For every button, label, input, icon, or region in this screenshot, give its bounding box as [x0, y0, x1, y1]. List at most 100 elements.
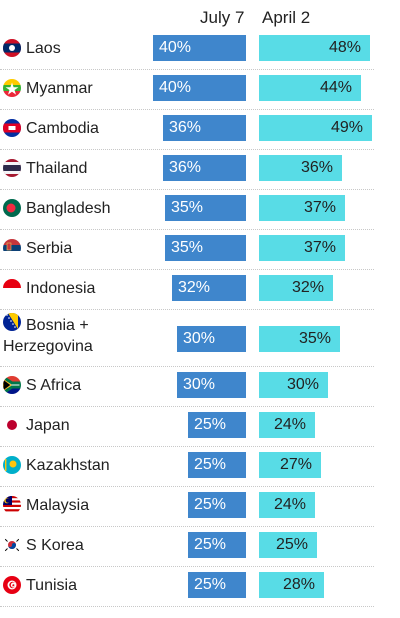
thailand-flag-icon	[3, 159, 21, 177]
malaysia-flag-icon	[3, 496, 21, 514]
bar-april-2	[259, 35, 370, 61]
data-label-april-2: 35%	[299, 330, 332, 347]
data-label-april-2: 48%	[329, 39, 362, 56]
bar-july-7	[163, 155, 246, 181]
data-label-april-2: 28%	[283, 576, 316, 593]
bar-april-2	[259, 326, 340, 352]
category-label: Japan	[26, 417, 70, 434]
south-africa-flag-icon	[3, 376, 21, 394]
bar-april-2	[259, 492, 315, 518]
data-label-april-2: 49%	[331, 119, 364, 136]
data-label-july-7: 25%	[194, 416, 227, 433]
data-label-july-7: 36%	[169, 159, 202, 176]
bar-july-7	[188, 572, 246, 598]
row-divider	[0, 69, 374, 70]
data-label-july-7: 25%	[194, 576, 227, 593]
data-label-july-7: 40%	[159, 39, 192, 56]
bar-april-2	[259, 115, 372, 141]
bar-april-2	[259, 572, 324, 598]
serbia-flag-icon	[3, 239, 21, 257]
category-label: Myanmar	[26, 80, 93, 97]
cambodia-flag-icon	[3, 119, 21, 137]
bar-april-2	[259, 75, 361, 101]
bar-row: Thailand 36% 36%	[0, 150, 400, 190]
data-label-april-2: 32%	[292, 279, 325, 296]
data-label-april-2: 36%	[301, 159, 334, 176]
bar-july-7	[153, 75, 246, 101]
indonesia-flag-icon	[3, 279, 21, 297]
category-label: S Korea	[26, 537, 84, 554]
bar-row: S Korea 25% 25%	[0, 527, 400, 567]
category-label: S Africa	[26, 377, 82, 394]
category-label: Kazakhstan	[26, 457, 110, 474]
header-april-2: April 2	[262, 8, 311, 27]
row-divider	[0, 366, 374, 367]
bar-row: Indonesia 32% 32%	[0, 270, 400, 310]
data-label-april-2: 37%	[304, 239, 337, 256]
bar-july-7	[177, 326, 246, 352]
bar-april-2	[259, 532, 317, 558]
bar-july-7	[165, 195, 246, 221]
bar-row: Kazakhstan 25% 27%	[0, 447, 400, 487]
bar-row: S Africa 30% 30%	[0, 367, 400, 407]
bar-row: Myanmar 40% 44%	[0, 70, 400, 110]
bar-row: Bangladesh 35% 37%	[0, 190, 400, 230]
category-label: Tunisia	[26, 577, 77, 594]
bar-april-2	[259, 452, 321, 478]
bar-april-2	[259, 275, 333, 301]
tunisia-flag-icon	[3, 576, 21, 594]
row-divider	[0, 309, 374, 310]
bar-july-7	[165, 235, 246, 261]
category-label: Bangladesh	[26, 200, 111, 217]
data-label-july-7: 40%	[159, 79, 192, 96]
bar-april-2	[259, 412, 315, 438]
bar-july-7	[188, 412, 246, 438]
data-label-april-2: 24%	[274, 416, 307, 433]
row-divider	[0, 566, 374, 567]
kazakhstan-flag-icon	[3, 456, 21, 474]
bar-july-7	[188, 492, 246, 518]
bar-row: Bosnia + Herzegovina 30% 35%	[0, 310, 400, 367]
data-label-july-7: 36%	[169, 119, 202, 136]
data-label-july-7: 25%	[194, 456, 227, 473]
bar-july-7	[163, 115, 246, 141]
data-label-april-2: 44%	[320, 79, 353, 96]
category-label: Indonesia	[26, 280, 96, 297]
bar-july-7	[188, 532, 246, 558]
bar-row: Serbia 35% 37%	[0, 230, 400, 270]
bar-july-7	[177, 372, 246, 398]
category-label: Bosnia + Herzegovina	[3, 317, 93, 355]
row-divider	[0, 269, 374, 270]
data-label-april-2: 24%	[274, 496, 307, 513]
row-divider	[0, 189, 374, 190]
japan-flag-icon	[3, 416, 21, 434]
header-july-7: July 7	[200, 8, 245, 27]
row-divider	[0, 606, 374, 607]
data-label-july-7: 30%	[183, 330, 216, 347]
data-label-july-7: 35%	[171, 199, 204, 216]
row-divider	[0, 109, 374, 110]
bar-row: Tunisia 25% 28%	[0, 567, 400, 607]
bar-row: Japan 25% 24%	[0, 407, 400, 447]
data-label-april-2: 30%	[287, 376, 320, 393]
category-label: Cambodia	[26, 120, 99, 137]
category-label: Laos	[26, 40, 61, 57]
bar-april-2	[259, 195, 345, 221]
bar-row: Cambodia 36% 49%	[0, 110, 400, 150]
data-label-july-7: 35%	[171, 239, 204, 256]
data-label-july-7: 25%	[194, 496, 227, 513]
data-label-april-2: 27%	[280, 456, 313, 473]
bar-july-7	[153, 35, 246, 61]
bar-april-2	[259, 372, 328, 398]
category-label: Serbia	[26, 240, 73, 257]
laos-flag-icon	[3, 39, 21, 57]
data-label-july-7: 30%	[183, 376, 216, 393]
category-label: Malaysia	[26, 497, 90, 514]
bar-april-2	[259, 235, 345, 261]
bar-july-7	[172, 275, 246, 301]
row-divider	[0, 406, 374, 407]
row-divider	[0, 526, 374, 527]
category-label: Thailand	[26, 160, 88, 177]
bangladesh-flag-icon	[3, 199, 21, 217]
row-divider	[0, 446, 374, 447]
